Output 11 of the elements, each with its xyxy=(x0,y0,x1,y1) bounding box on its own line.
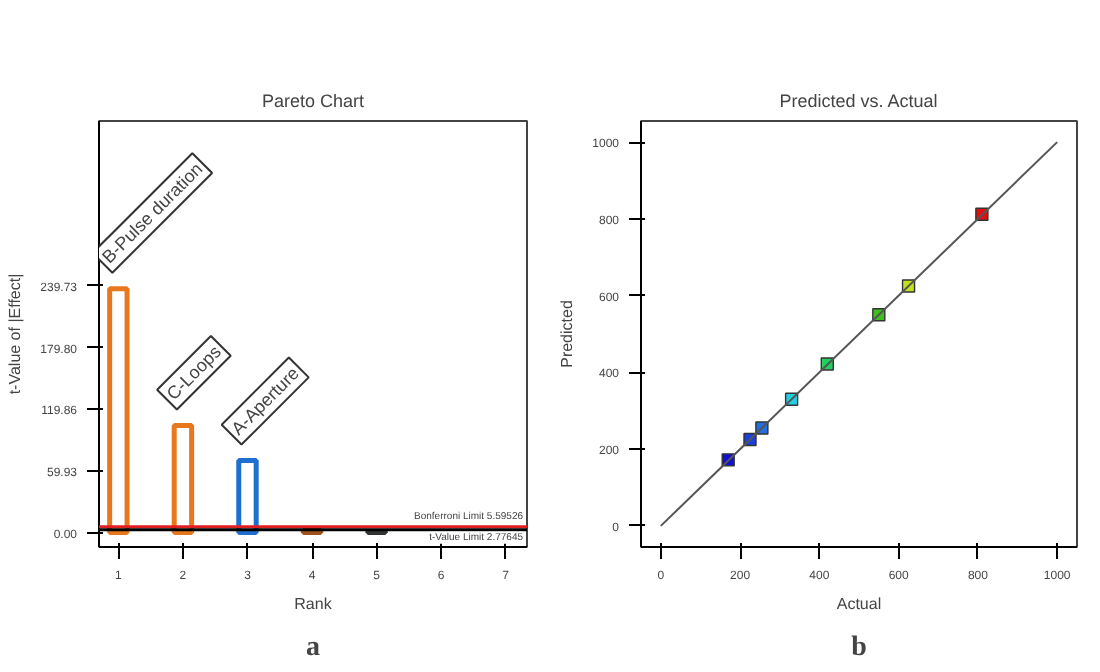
x-axis-title: Rank xyxy=(294,595,334,613)
text: b xyxy=(851,633,868,663)
chart-title: Pareto Chart xyxy=(261,91,366,111)
x-axis-title: Actual xyxy=(836,595,882,613)
y-axis-title: t-Value of |Effect| xyxy=(6,273,25,395)
chart-title: Predicted vs. Actual xyxy=(779,91,938,111)
bar xyxy=(107,286,130,536)
y-axis-title: Predicted xyxy=(558,300,577,368)
text: a xyxy=(306,633,320,663)
bar xyxy=(236,458,259,536)
bar xyxy=(171,423,195,536)
